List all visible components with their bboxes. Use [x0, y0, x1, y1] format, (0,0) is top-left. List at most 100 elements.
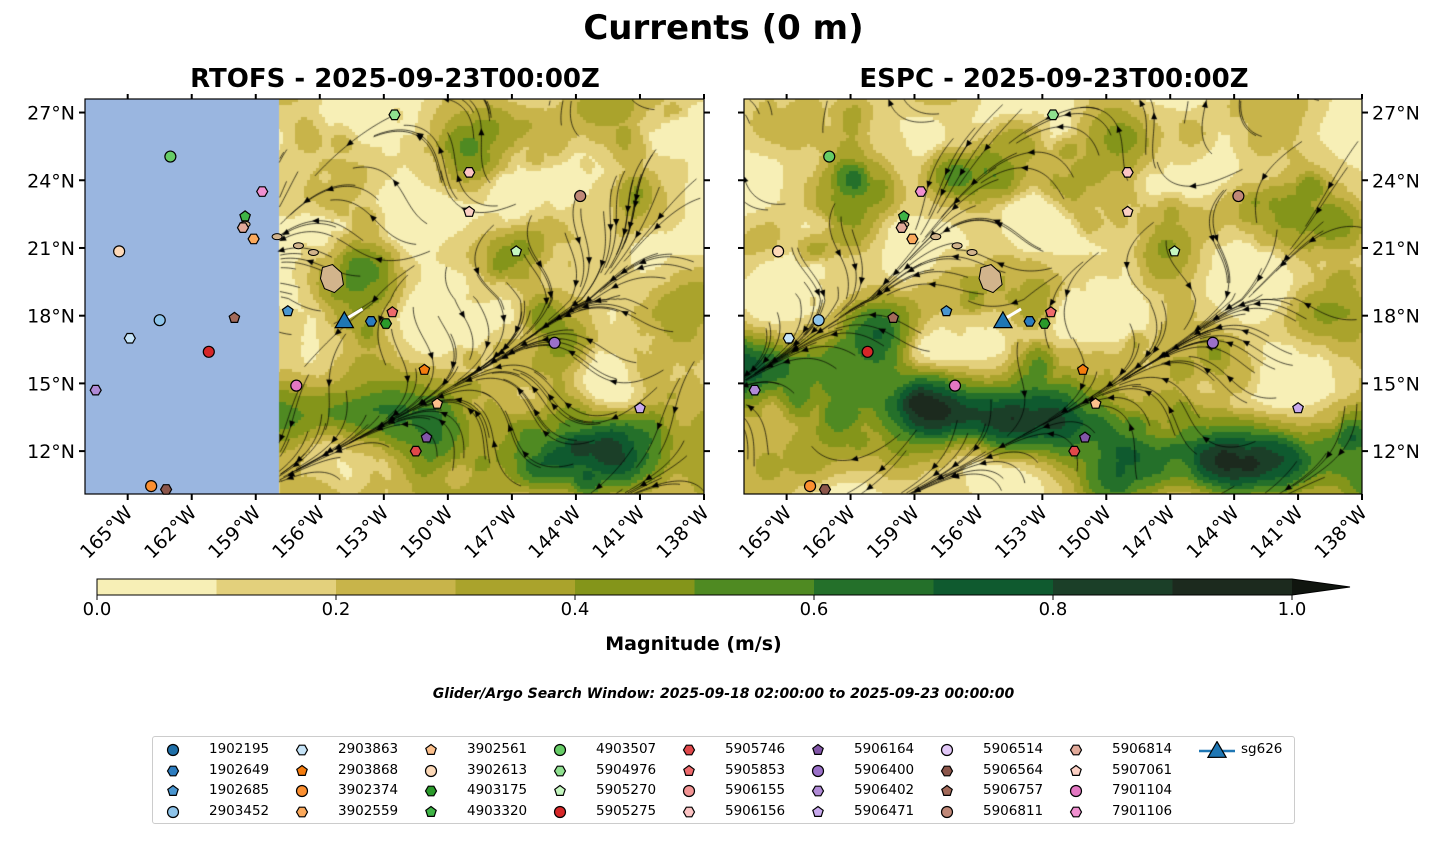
float-marker-5906814[interactable]	[236, 222, 250, 233]
float-marker-5906564[interactable]	[818, 484, 832, 495]
float-marker-2903868[interactable]	[1076, 363, 1089, 375]
lon-tick-label: 141°W	[588, 502, 649, 563]
float-marker-5905270[interactable]	[510, 245, 523, 257]
lon-tick-label: 159°W	[863, 502, 924, 563]
float-marker-3902613[interactable]	[113, 245, 126, 258]
glider-track	[346, 307, 364, 320]
circle-marker-icon	[940, 743, 954, 757]
lon-tick-label: 153°W	[332, 502, 393, 563]
float-marker-5905746[interactable]	[409, 445, 422, 457]
colorbar: 0.0 0.2 0.4 0.6 0.8 1.0	[83, 578, 1351, 619]
colorbar-tick-label: 0.2	[322, 599, 351, 619]
float-marker-3902561[interactable]	[431, 397, 444, 409]
colorbar-tick-label: 0.0	[83, 599, 112, 619]
hexagon-marker-icon	[1069, 744, 1083, 756]
float-marker-sg626[interactable]	[992, 310, 1014, 329]
circle-marker-icon	[166, 743, 180, 757]
float-marker-5906811[interactable]	[574, 189, 587, 203]
figure-title: Currents (0 m)	[583, 8, 864, 48]
legend-label: 5904976	[596, 761, 657, 778]
lon-tick-label: 162°W	[140, 502, 201, 563]
lon-tick-label: 144°W	[1182, 502, 1243, 563]
circle-marker-icon	[553, 743, 567, 757]
float-marker-4903507[interactable]	[823, 150, 836, 163]
search-window-text: Glider/Argo Search Window: 2025-09-18 02…	[432, 686, 1015, 702]
float-marker-5904976[interactable]	[388, 109, 401, 121]
float-marker-2903863[interactable]	[123, 332, 136, 344]
legend-label: 3902561	[467, 741, 528, 757]
float-marker-5906471[interactable]	[1292, 401, 1305, 414]
hexagon-marker-icon	[295, 744, 309, 756]
colorbar-tick-label: 0.6	[800, 599, 829, 619]
float-marker-4903507[interactable]	[164, 150, 177, 163]
float-marker-4903320[interactable]	[897, 210, 910, 222]
float-marker-5905853[interactable]	[386, 306, 399, 318]
float-marker-5906156[interactable]	[1121, 167, 1134, 178]
colorbar-segment	[336, 579, 456, 595]
lat-tick-label: 24°N	[27, 170, 75, 192]
lon-tick-label: 153°W	[991, 502, 1052, 563]
legend-label: 5906402	[854, 782, 915, 798]
float-marker-5906814[interactable]	[895, 222, 908, 233]
float-marker-2903452[interactable]	[153, 314, 166, 327]
float-marker-7901106[interactable]	[256, 186, 269, 197]
float-marker-1902649[interactable]	[364, 316, 378, 327]
hawaii-island	[319, 264, 345, 294]
lon-tick-label: 138°W	[1310, 502, 1371, 563]
float-marker-5906564[interactable]	[159, 484, 173, 495]
lon-tick-label: 144°W	[524, 502, 585, 563]
legend-label: 5906471	[854, 802, 915, 819]
float-marker-5906400[interactable]	[548, 336, 561, 349]
float-marker-5906156[interactable]	[463, 167, 476, 178]
float-marker-5906757[interactable]	[887, 311, 900, 323]
float-marker-5905270[interactable]	[1168, 245, 1181, 257]
float-marker-sg626[interactable]	[334, 310, 355, 329]
lat-tick-label: 24°N	[1372, 170, 1420, 192]
float-marker-5906471[interactable]	[633, 401, 646, 414]
float-marker-4903320[interactable]	[239, 210, 252, 222]
lon-tick-label: 165°W	[735, 502, 796, 563]
legend-label: 7901106	[1112, 802, 1173, 819]
colorbar-segment	[575, 579, 695, 595]
float-marker-5906402[interactable]	[89, 384, 102, 396]
float-marker-4903175[interactable]	[379, 318, 393, 329]
float-marker-5905853[interactable]	[1044, 306, 1057, 318]
float-marker-3902559[interactable]	[247, 233, 260, 245]
float-marker-1902685[interactable]	[281, 304, 294, 317]
float-marker-3902374[interactable]	[145, 480, 158, 493]
float-marker-5906811[interactable]	[1232, 189, 1245, 203]
legend-label: 2903868	[338, 761, 399, 778]
float-marker-3902613[interactable]	[771, 245, 785, 258]
circle-marker-icon	[295, 784, 309, 798]
float-marker-5906164[interactable]	[1078, 431, 1091, 443]
pentagon-marker-icon	[812, 805, 824, 817]
map-overlay: 165°W 162°W 159°W 156°W 153°W 150°W 147°W 144°W…	[27, 94, 1420, 563]
float-marker-3902561[interactable]	[1089, 397, 1102, 409]
float-marker-2903452[interactable]	[812, 314, 825, 327]
float-marker-3902374[interactable]	[803, 480, 817, 493]
float-marker-5906402[interactable]	[748, 384, 761, 396]
float-marker-1902685[interactable]	[940, 304, 953, 317]
float-marker-5905746[interactable]	[1068, 445, 1081, 457]
float-marker-3902559[interactable]	[906, 233, 919, 245]
circle-marker-icon	[811, 764, 825, 777]
float-marker-5905275[interactable]	[861, 345, 874, 358]
float-marker-5906757[interactable]	[228, 311, 241, 323]
float-marker-4903175[interactable]	[1038, 318, 1051, 329]
float-marker-5907061[interactable]	[463, 205, 476, 217]
map-frame	[743, 98, 1363, 495]
float-marker-5907061[interactable]	[1121, 205, 1134, 217]
float-marker-1902649[interactable]	[1023, 316, 1036, 327]
float-marker-7901104[interactable]	[948, 379, 962, 392]
float-marker-2903868[interactable]	[418, 363, 431, 375]
float-marker-2903863[interactable]	[782, 332, 795, 344]
pentagon-marker-icon	[425, 805, 437, 817]
float-marker-7901104[interactable]	[290, 379, 303, 392]
float-marker-5905275[interactable]	[202, 345, 215, 358]
float-marker-5906164[interactable]	[420, 431, 433, 443]
float-marker-5904976[interactable]	[1046, 109, 1060, 121]
lon-tick-label: 150°W	[396, 502, 457, 563]
float-marker-7901106[interactable]	[914, 186, 928, 197]
float-marker-5906400[interactable]	[1206, 336, 1219, 349]
lon-tick-label: 141°W	[1246, 502, 1307, 563]
